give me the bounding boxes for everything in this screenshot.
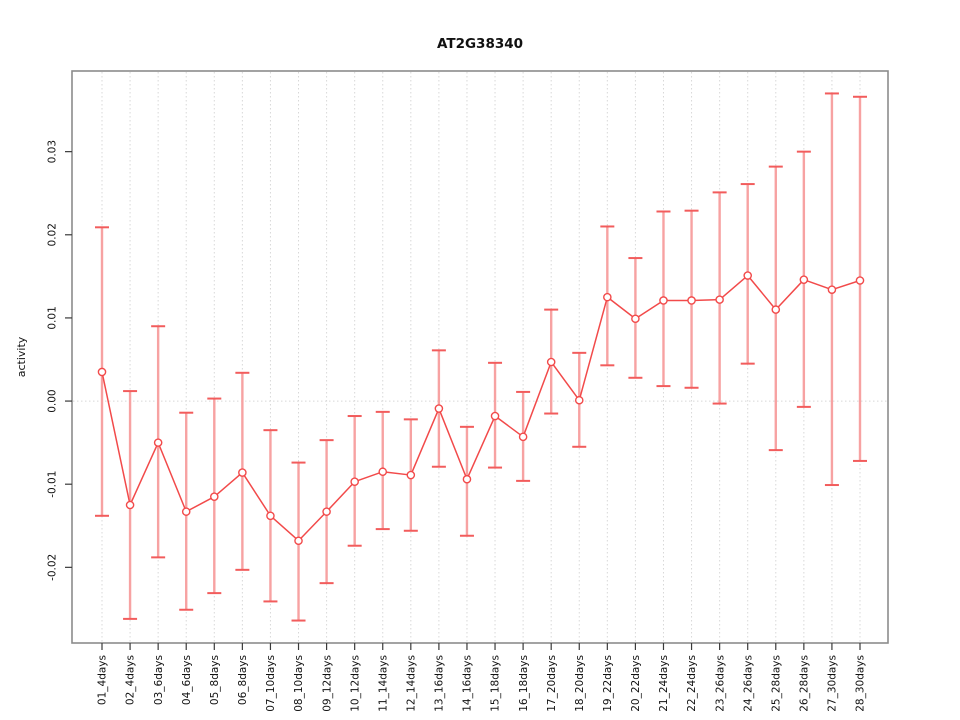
x-tick-label: 13_16days xyxy=(434,655,446,712)
x-tick-label: 20_22days xyxy=(630,655,642,712)
x-tick-label: 22_24days xyxy=(686,655,698,712)
data-point xyxy=(490,411,500,421)
y-tick-label: 0.03 xyxy=(47,140,59,163)
y-tick-label: -0.01 xyxy=(47,471,59,498)
x-tick-label: 24_26days xyxy=(742,655,754,712)
plot-border xyxy=(71,70,889,644)
data-point xyxy=(855,276,865,285)
x-tick-label: 15_18days xyxy=(490,655,502,712)
x-tick-label: 21_24days xyxy=(658,655,670,712)
x-tick-label: 01_4days xyxy=(97,655,109,705)
data-point xyxy=(574,395,584,405)
error-bars xyxy=(95,92,867,622)
x-tick-label: 08_10days xyxy=(293,655,305,712)
chart-title: AT2G38340 xyxy=(437,36,523,52)
x-tick-label: 27_30days xyxy=(827,655,839,712)
data-point xyxy=(827,285,837,294)
data-point xyxy=(181,507,191,516)
data-point xyxy=(238,468,247,477)
x-tick-label: 03_6days xyxy=(153,655,165,705)
data-point xyxy=(294,536,303,546)
data-point xyxy=(603,292,612,302)
data-points xyxy=(97,271,865,546)
x-tick-label: 06_8days xyxy=(237,655,249,705)
data-point xyxy=(462,474,472,484)
data-point xyxy=(434,404,444,413)
data-point xyxy=(209,492,219,501)
data-point xyxy=(350,477,359,487)
data-line xyxy=(101,274,861,542)
x-tick-label: 11_14days xyxy=(377,655,389,712)
x-tick-label: 10_12days xyxy=(349,655,361,712)
x-tick-label: 04_6days xyxy=(181,655,193,705)
x-tick-label: 02_4days xyxy=(125,655,137,705)
data-point xyxy=(546,357,556,367)
data-point xyxy=(97,367,107,377)
data-point xyxy=(406,470,416,480)
y-tick-label: 0.01 xyxy=(47,306,59,329)
y-axis: -0.02 -0.01 0.00 0.01 0.02 0.03 xyxy=(47,140,72,581)
x-tick-label: 18_20days xyxy=(574,655,586,712)
gridlines xyxy=(73,72,887,642)
y-tick-label: -0.02 xyxy=(47,554,59,581)
data-point xyxy=(378,467,388,477)
data-point xyxy=(715,295,724,304)
data-point xyxy=(659,296,668,305)
x-tick-label: 09_12days xyxy=(321,655,333,712)
data-point xyxy=(771,305,781,314)
data-point xyxy=(266,511,275,521)
x-tick-label: 28_30days xyxy=(855,655,867,712)
y-tick-label: 0.00 xyxy=(47,389,59,412)
data-point xyxy=(687,296,696,305)
data-point xyxy=(799,275,809,284)
x-tick-label: 14_16days xyxy=(462,655,474,712)
data-point xyxy=(322,507,331,516)
x-axis: 01_4days 02_4days 03_6days 04_6days 05_8days… xyxy=(97,643,867,712)
data-point xyxy=(518,432,528,442)
x-tick-label: 12_14days xyxy=(405,655,417,712)
x-tick-label: 07_10days xyxy=(265,655,277,712)
plot-box xyxy=(71,70,889,644)
x-tick-label: 25_28days xyxy=(770,655,782,712)
x-tick-label: 16_18days xyxy=(518,655,530,712)
data-point xyxy=(153,438,163,447)
x-tick-label: 05_8days xyxy=(209,655,221,705)
data-point xyxy=(743,271,753,280)
y-tick-label: 0.02 xyxy=(47,223,59,246)
data-point xyxy=(125,500,135,510)
data-point xyxy=(631,314,640,324)
x-tick-label: 23_26days xyxy=(714,655,726,712)
x-tick-label: 19_22days xyxy=(602,655,614,712)
x-tick-label: 26_28days xyxy=(799,655,811,712)
series-line xyxy=(101,274,861,542)
y-axis-title: activity xyxy=(15,336,28,377)
x-tick-label: 17_20days xyxy=(546,655,558,712)
